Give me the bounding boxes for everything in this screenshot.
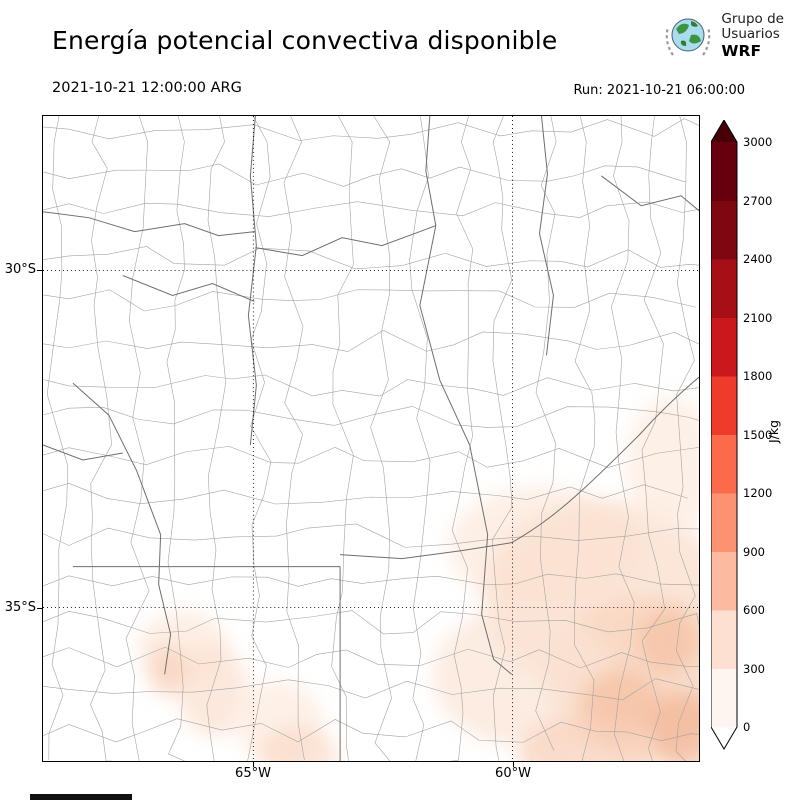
lon-label-65w: 65°W [235,766,271,781]
axis-tick-35s [37,608,42,609]
lat-label-30s: 30°S [4,262,36,277]
axis-tick-60w [513,762,514,767]
colorbar-tick-label: 1500 [743,427,773,442]
colorbar-tick-label: 3000 [743,135,773,149]
colorbar-unit-label: J/kg [766,419,782,444]
axis-tick-30s [37,270,42,271]
colorbar-tick-label: 0 [743,720,751,734]
colorbar-tick-label: 1800 [743,369,773,383]
logo-text-wrf: WRF [721,41,762,60]
footer-bar [30,794,132,800]
page-title: Energía potencial convectiva disponible [52,26,558,55]
globe-icon [666,18,711,56]
axis-tick-65w [253,762,254,767]
colorbar-ticks: 3000 2700 2400 2100 1800 1500 1200 900 600 300 0 [743,135,787,734]
map-canvas [42,115,700,762]
logo-text-line1: Grupo de [721,10,784,27]
colorbar-tick-label: 2400 [743,252,773,266]
cape-shading-layer [43,116,699,761]
lat-label-35s: 35°S [4,600,36,615]
valid-time-label: 2021-10-21 12:00:00 ARG [52,80,242,96]
colorbar-tick-label: 1200 [743,486,773,500]
logo-text: Grupo de Usuarios WRF [721,10,784,61]
colorbar [711,120,738,750]
cape-shaded-area [626,396,699,536]
boundaries-svg [43,116,699,761]
colorbar-tick-label: 600 [743,603,765,617]
logo-text-line2: Usuarios [721,25,780,42]
wrf-logo: Grupo de Usuarios WRF [661,9,784,63]
lon-label-60w: 60°W [495,766,531,781]
colorbar-tick-label: 900 [743,544,765,559]
colorbar-tick-label: 2700 [743,193,773,208]
colorbar-tick-label: 300 [743,661,765,676]
colorbar-tick-label: 2100 [743,310,773,325]
run-time-label: Run: 2021-10-21 06:00:00 [573,83,745,98]
cape-shaded-area [638,609,698,673]
